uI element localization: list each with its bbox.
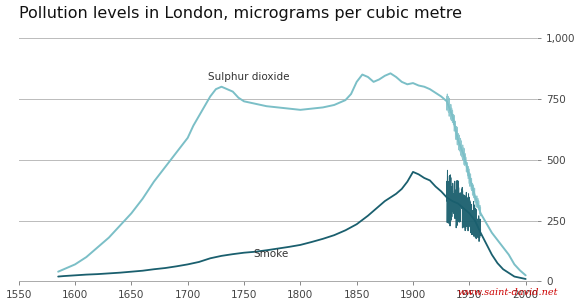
Text: www.saint-david.net: www.saint-david.net [457, 288, 558, 297]
Text: Smoke: Smoke [253, 248, 288, 259]
Text: Pollution levels in London, micrograms per cubic metre: Pollution levels in London, micrograms p… [19, 6, 462, 21]
Text: Sulphur dioxide: Sulphur dioxide [208, 72, 289, 82]
